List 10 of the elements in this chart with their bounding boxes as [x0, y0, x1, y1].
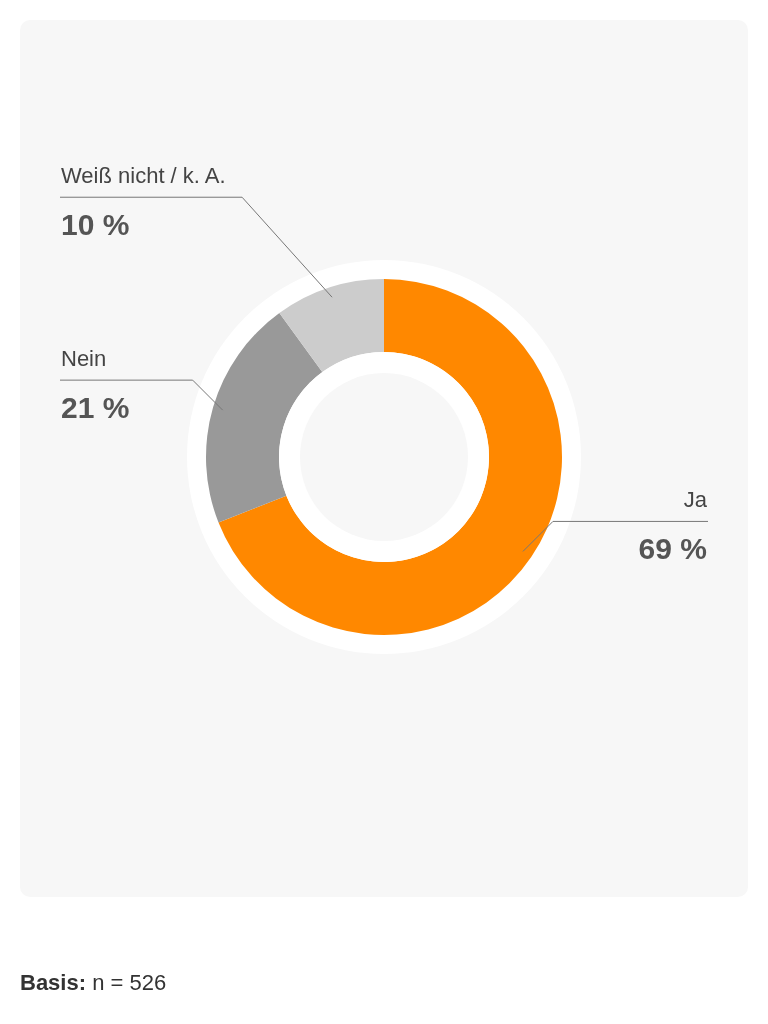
donut-slice	[218, 279, 562, 635]
text: Basis: n = 526	[20, 970, 167, 995]
data-label: 10 %	[61, 208, 130, 242]
slice-label: Nein	[61, 346, 107, 372]
data-label: 21 %	[61, 391, 130, 425]
data-label: 69 %	[638, 532, 707, 566]
donut-slice	[206, 313, 323, 523]
donut-slice	[279, 279, 384, 373]
slice-label: Ja	[683, 487, 708, 513]
slice-label: Weiß nicht / k. A.	[61, 163, 226, 189]
